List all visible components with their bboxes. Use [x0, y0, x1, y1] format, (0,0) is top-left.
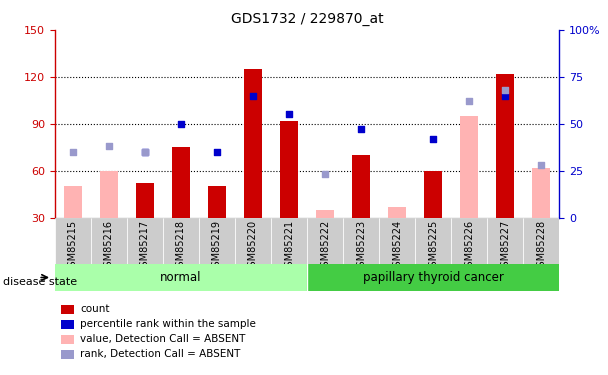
Bar — [280, 121, 298, 218]
Bar — [163, 217, 199, 264]
Bar — [424, 171, 442, 217]
Bar — [496, 74, 514, 217]
Bar — [316, 210, 334, 218]
Point — [104, 143, 114, 149]
Text: GSM85224: GSM85224 — [392, 220, 402, 273]
Point — [176, 121, 185, 127]
Text: GSM85221: GSM85221 — [284, 220, 294, 273]
Text: GSM85220: GSM85220 — [248, 220, 258, 273]
Bar — [388, 207, 406, 218]
Text: disease state: disease state — [3, 277, 77, 287]
Bar — [172, 147, 190, 218]
Point — [320, 171, 330, 177]
Text: GSM85227: GSM85227 — [500, 220, 510, 273]
Point — [500, 87, 510, 93]
Bar — [460, 116, 478, 218]
Text: GSM85228: GSM85228 — [536, 220, 547, 273]
Point — [284, 111, 294, 117]
Bar — [199, 217, 235, 264]
Text: GSM85223: GSM85223 — [356, 220, 366, 273]
Text: count: count — [80, 304, 110, 314]
Point — [248, 93, 258, 99]
Bar — [451, 217, 487, 264]
Text: GSM85226: GSM85226 — [465, 220, 474, 273]
Title: GDS1732 / 229870_at: GDS1732 / 229870_at — [230, 12, 384, 26]
Text: GSM85219: GSM85219 — [212, 220, 222, 273]
Point — [212, 149, 222, 155]
Bar — [271, 217, 307, 264]
Point — [465, 98, 474, 104]
Bar — [487, 217, 523, 264]
Point — [140, 149, 150, 155]
Point — [356, 126, 366, 132]
Point — [500, 93, 510, 99]
Bar — [208, 186, 226, 218]
Text: papillary thyroid cancer: papillary thyroid cancer — [363, 271, 503, 284]
Text: GSM85225: GSM85225 — [428, 220, 438, 273]
Text: value, Detection Call = ABSENT: value, Detection Call = ABSENT — [80, 334, 246, 344]
Bar — [55, 217, 91, 264]
Bar — [307, 217, 343, 264]
Bar — [523, 217, 559, 264]
Bar — [244, 69, 262, 218]
Bar — [379, 217, 415, 264]
Bar — [235, 217, 271, 264]
Bar — [533, 168, 550, 217]
Bar — [64, 186, 81, 218]
Bar — [55, 264, 307, 291]
Text: GSM85222: GSM85222 — [320, 220, 330, 273]
Bar — [307, 264, 559, 291]
Bar — [100, 171, 118, 217]
Text: GSM85217: GSM85217 — [140, 220, 150, 273]
Bar — [91, 217, 127, 264]
Bar — [136, 183, 154, 218]
Text: GSM85215: GSM85215 — [67, 220, 78, 273]
Text: rank, Detection Call = ABSENT: rank, Detection Call = ABSENT — [80, 350, 241, 359]
Text: GSM85216: GSM85216 — [104, 220, 114, 273]
Point — [536, 162, 546, 168]
Bar — [352, 155, 370, 218]
Text: GSM85218: GSM85218 — [176, 220, 186, 273]
Bar — [343, 217, 379, 264]
Point — [428, 136, 438, 142]
Bar — [415, 217, 451, 264]
Text: normal: normal — [160, 271, 202, 284]
Text: percentile rank within the sample: percentile rank within the sample — [80, 320, 256, 329]
Point — [140, 149, 150, 155]
Point — [68, 149, 78, 155]
Bar — [127, 217, 163, 264]
